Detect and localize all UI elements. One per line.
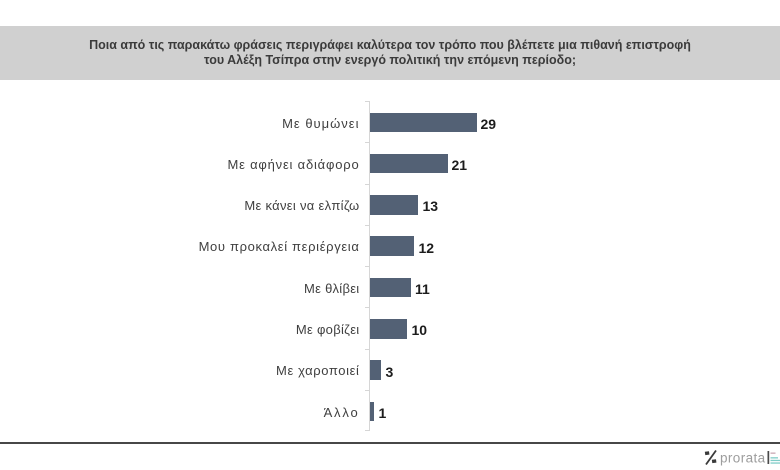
svg-text:prorata: prorata — [720, 451, 766, 466]
